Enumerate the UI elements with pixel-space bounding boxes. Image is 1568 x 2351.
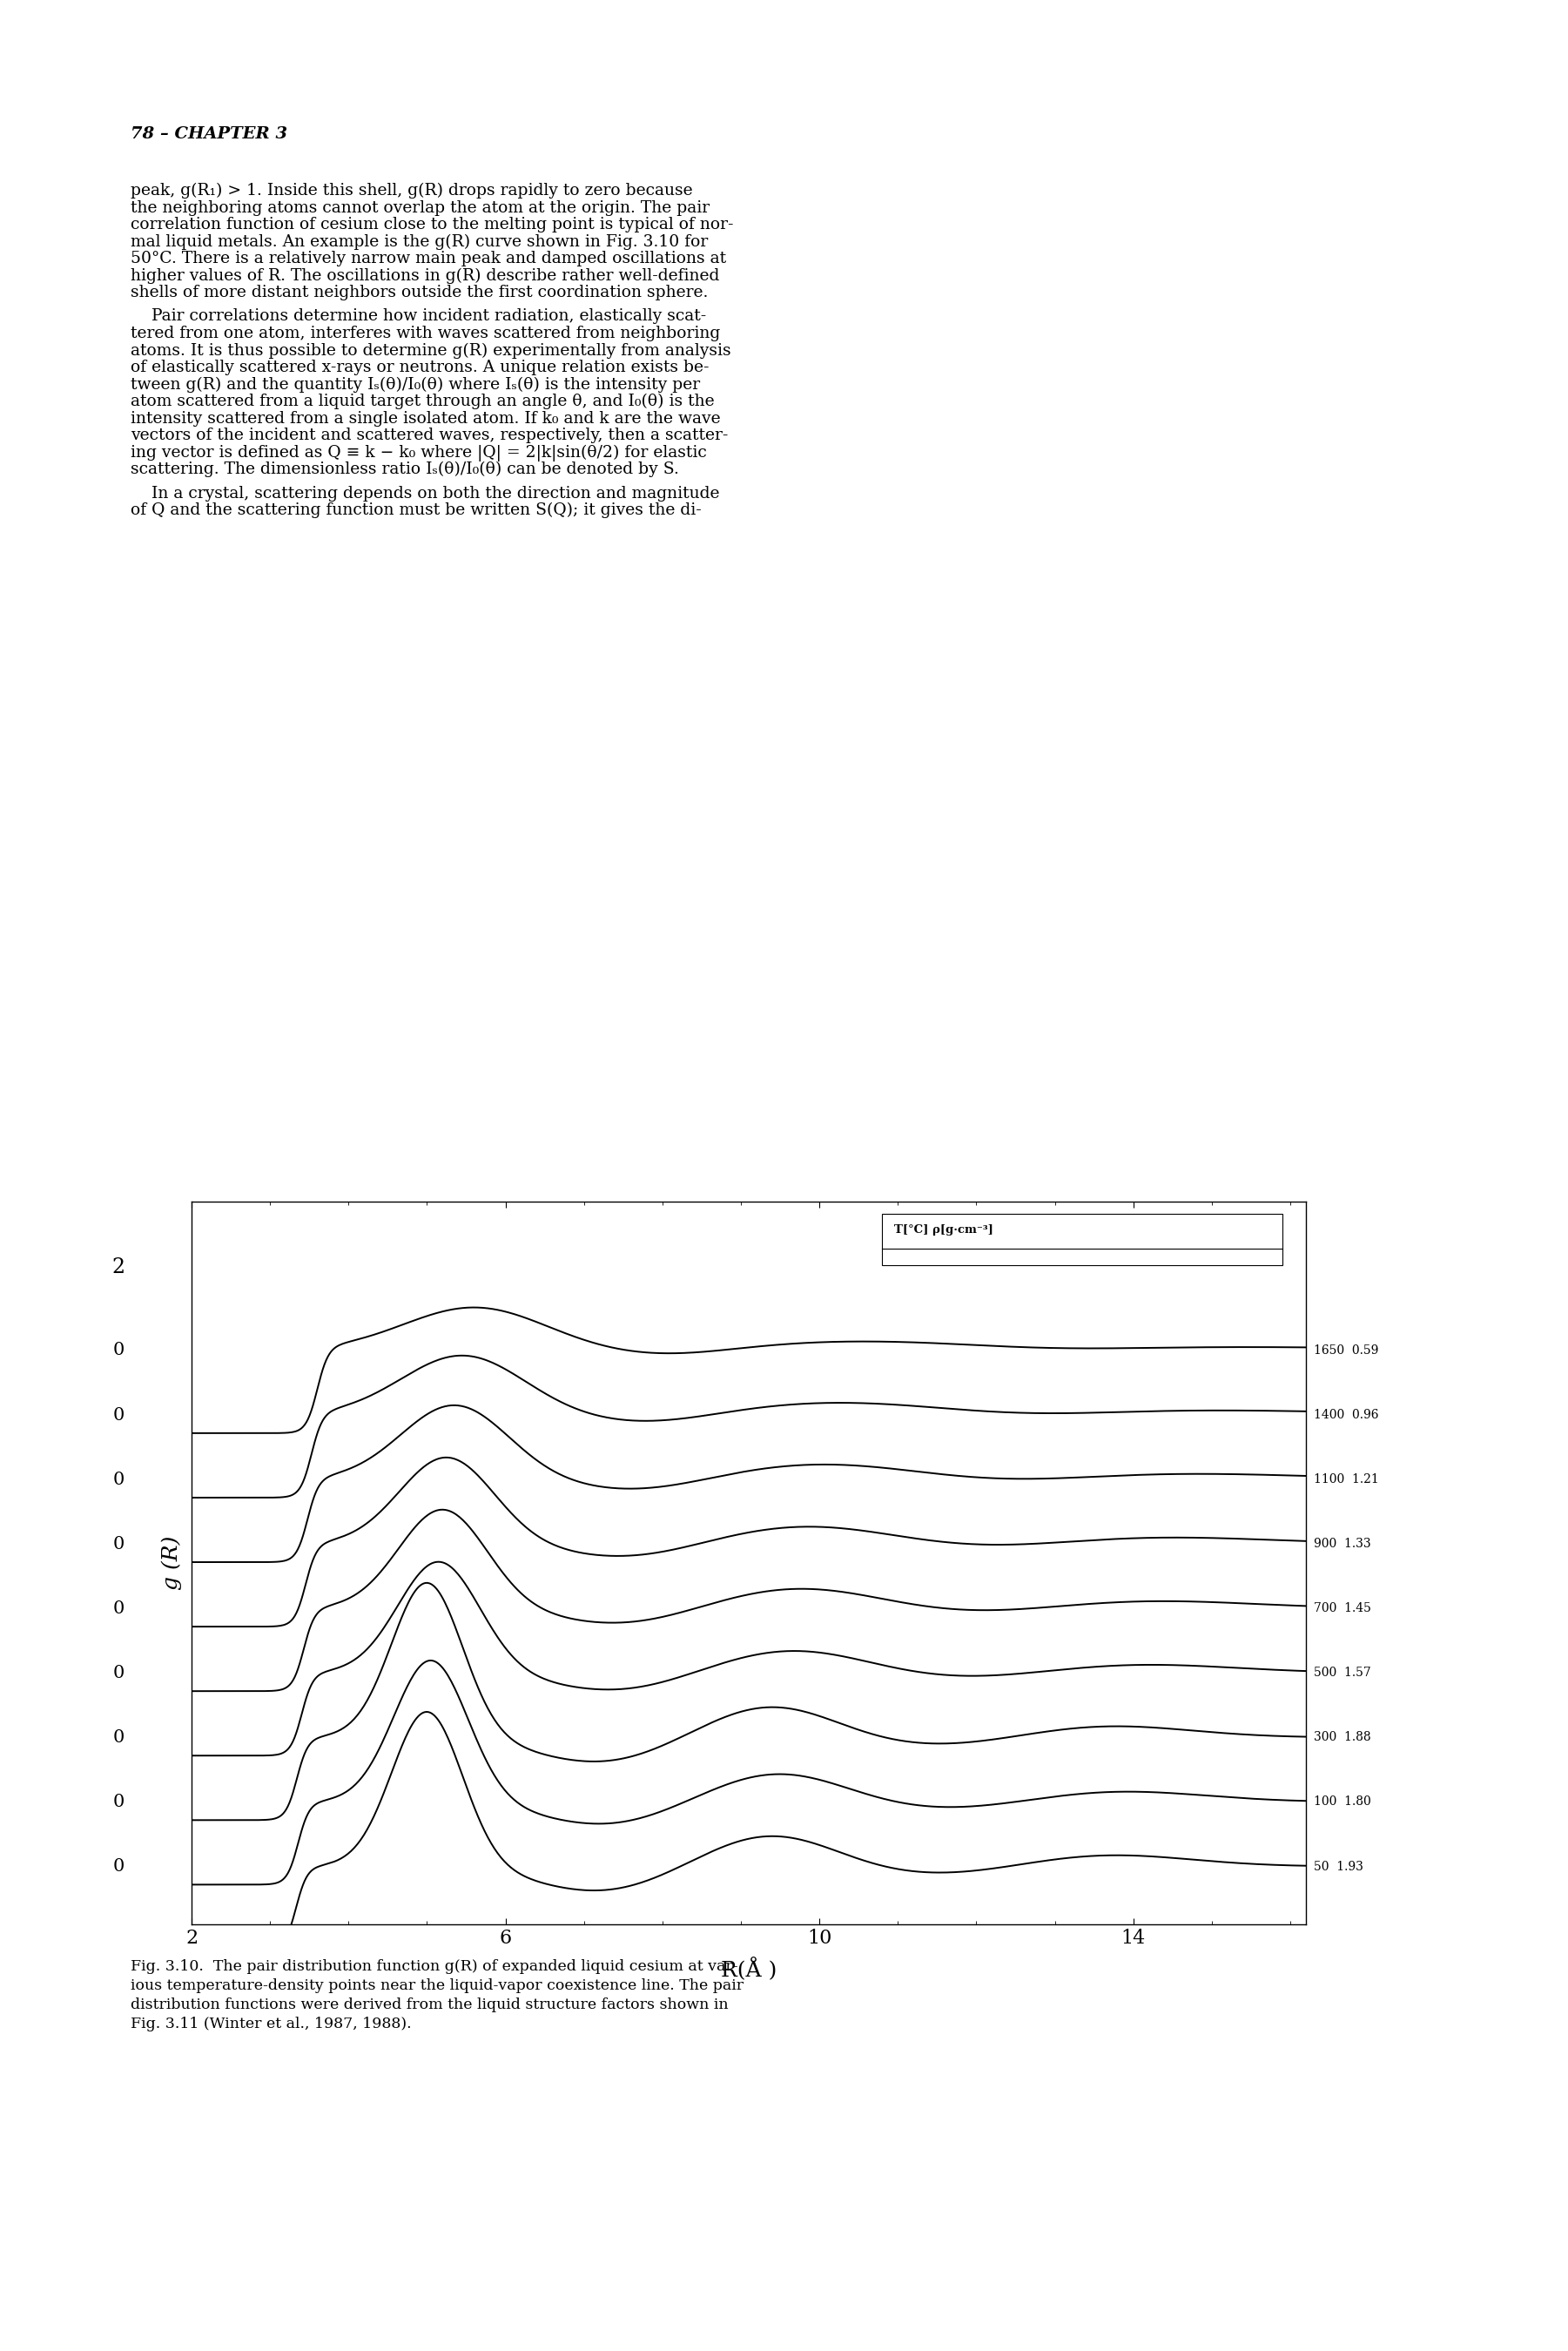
Text: 0: 0 [113,1601,125,1617]
Text: atoms. It is thus possible to determine g(R) experimentally from analysis: atoms. It is thus possible to determine … [130,343,731,360]
Text: vectors of the incident and scattered waves, respectively, then a scatter-: vectors of the incident and scattered wa… [130,428,728,444]
Text: Fig. 3.11 (Winter et al., 1987, 1988).: Fig. 3.11 (Winter et al., 1987, 1988). [130,2017,411,2031]
Text: 0: 0 [113,1406,125,1422]
Text: of Q and the scattering function must be written S(Q); it gives the di-: of Q and the scattering function must be… [130,503,701,517]
Text: 0: 0 [113,1535,125,1552]
Text: scattering. The dimensionless ratio Iₛ(θ)/I₀(θ) can be denoted by S.: scattering. The dimensionless ratio Iₛ(θ… [130,461,679,477]
Text: shells of more distant neighbors outside the first coordination sphere.: shells of more distant neighbors outside… [130,284,709,301]
X-axis label: R(Å ): R(Å ) [721,1958,776,1982]
Text: atom scattered from a liquid target through an angle θ, and I₀(θ) is the: atom scattered from a liquid target thro… [130,393,715,409]
Text: 100  1.80: 100 1.80 [1314,1796,1370,1808]
Text: mal liquid metals. An example is the g(R) curve shown in Fig. 3.10 for: mal liquid metals. An example is the g(R… [130,233,709,249]
Text: 50  1.93: 50 1.93 [1314,1860,1363,1871]
Text: 50°C. There is a relatively narrow main peak and damped oscillations at: 50°C. There is a relatively narrow main … [130,252,726,266]
Text: tween g(R) and the quantity Iₛ(θ)/I₀(θ) where Iₛ(θ) is the intensity per: tween g(R) and the quantity Iₛ(θ)/I₀(θ) … [130,376,699,393]
Text: 1650  0.59: 1650 0.59 [1314,1345,1378,1357]
Text: 300  1.88: 300 1.88 [1314,1730,1370,1744]
Text: 0: 0 [113,1342,125,1359]
Text: T[°C] ρ[g·cm⁻³]: T[°C] ρ[g·cm⁻³] [894,1225,993,1234]
Text: tered from one atom, interferes with waves scattered from neighboring: tered from one atom, interferes with wav… [130,327,720,341]
Text: 700  1.45: 700 1.45 [1314,1603,1370,1615]
Text: In a crystal, scattering depends on both the direction and magnitude: In a crystal, scattering depends on both… [130,484,720,501]
Text: 1400  0.96: 1400 0.96 [1314,1408,1378,1420]
Text: 2: 2 [111,1258,125,1279]
Text: of elastically scattered x-rays or neutrons. A unique relation exists be-: of elastically scattered x-rays or neutr… [130,360,709,376]
Text: 1100  1.21: 1100 1.21 [1314,1474,1378,1486]
Text: ing vector is defined as Q ≡ k − k₀ where |Q| = 2|k|sin(θ/2) for elastic: ing vector is defined as Q ≡ k − k₀ wher… [130,444,707,461]
Text: Pair correlations determine how incident radiation, elastically scat-: Pair correlations determine how incident… [130,308,706,324]
Text: the neighboring atoms cannot overlap the atom at the origin. The pair: the neighboring atoms cannot overlap the… [130,200,710,216]
Text: 0: 0 [113,1472,125,1488]
Text: 0: 0 [113,1730,125,1747]
Text: 0: 0 [113,1794,125,1810]
Text: distribution functions were derived from the liquid structure factors shown in: distribution functions were derived from… [130,1998,729,2012]
Text: ious temperature-density points near the liquid-vapor coexistence line. The pair: ious temperature-density points near the… [130,1977,743,1994]
Text: correlation function of cesium close to the melting point is typical of nor-: correlation function of cesium close to … [130,216,734,233]
Text: 0: 0 [113,1857,125,1874]
Text: Fig. 3.10.  The pair distribution function g(R) of expanded liquid cesium at var: Fig. 3.10. The pair distribution functio… [130,1958,739,1975]
Text: intensity scattered from a single isolated atom. If k₀ and k are the wave: intensity scattered from a single isolat… [130,411,721,426]
Text: 500  1.57: 500 1.57 [1314,1667,1370,1679]
Text: higher values of R. The oscillations in g(R) describe rather well-defined: higher values of R. The oscillations in … [130,268,720,284]
Text: 0: 0 [113,1665,125,1681]
Text: 900  1.33: 900 1.33 [1314,1538,1370,1549]
Bar [883,1213,1283,1265]
Y-axis label: g (R): g (R) [162,1535,182,1589]
Text: 78 – CHAPTER 3: 78 – CHAPTER 3 [130,127,287,141]
Text: peak, g(R₁) > 1. Inside this shell, g(R) drops rapidly to zero because: peak, g(R₁) > 1. Inside this shell, g(R)… [130,183,693,200]
